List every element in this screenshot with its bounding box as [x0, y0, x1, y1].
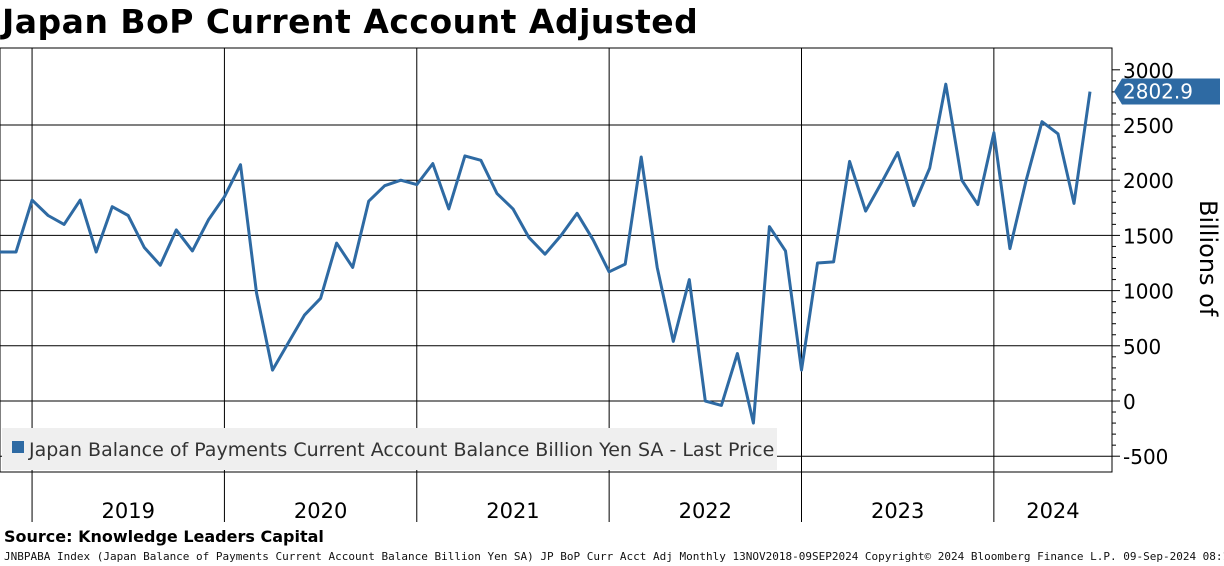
y-axis-label: Billions of	[1194, 200, 1222, 317]
legend-box	[2, 428, 777, 470]
x-year-label: 2022	[679, 499, 732, 523]
legend-swatch	[12, 441, 24, 453]
last-price-box	[1114, 78, 1220, 105]
y-tick-label: -500	[1123, 445, 1168, 469]
y-tick-label: 2500	[1123, 114, 1174, 138]
x-axis-year-labels: 2019 2020 2021 2022 2023 2024	[102, 499, 1080, 523]
x-year-label: 2019	[102, 499, 155, 523]
x-year-label: 2021	[486, 499, 539, 523]
x-year-label: 2024	[1026, 499, 1079, 523]
footer-note: JNBPABA Index (Japan Balance of Payments…	[4, 550, 1224, 563]
y-tick-label: 500	[1123, 335, 1161, 359]
plot-frame	[0, 47, 1113, 473]
last-price-label: 2802.9	[1123, 80, 1193, 104]
chart-title: Japan BoP Current Account Adjusted	[2, 2, 699, 41]
horizontal-gridlines	[0, 124, 1112, 457]
legend-label: Japan Balance of Payments Current Accoun…	[28, 439, 774, 461]
y-tick-label: 1000	[1123, 280, 1174, 304]
series-line	[0, 82, 1092, 425]
x-year-label: 2020	[294, 499, 347, 523]
y-tick-label: 1500	[1123, 224, 1174, 248]
y-tick-label: 0	[1123, 390, 1136, 414]
last-price-tag: 2802.9	[1114, 78, 1220, 105]
y-tick-label: 2000	[1123, 169, 1174, 193]
source-note: Source: Knowledge Leaders Capital	[4, 527, 324, 546]
y-axis-ticks	[1112, 69, 1120, 457]
legend: Japan Balance of Payments Current Accoun…	[2, 428, 777, 470]
x-year-label: 2023	[871, 499, 924, 523]
